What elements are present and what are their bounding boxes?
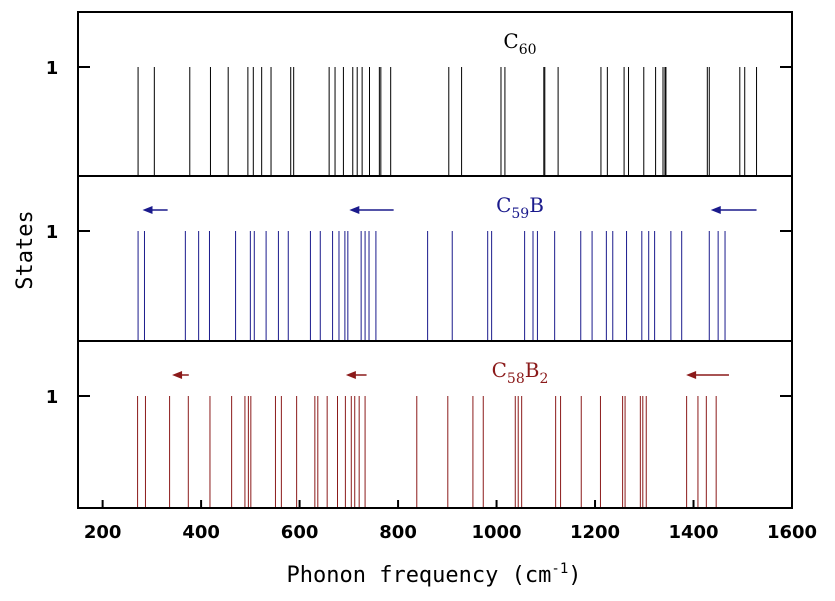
x-tick-label-400: 400	[182, 522, 220, 543]
panel-label-part-3-2: 58	[507, 371, 525, 387]
shift-arrow-head-3-1	[172, 371, 183, 379]
x-tick-label-1400: 1400	[668, 522, 718, 543]
panel-label-part-1-2: 60	[519, 42, 537, 58]
y-axis-label: States	[13, 210, 38, 289]
panel-frame-3	[77, 340, 793, 509]
x-tick-label-600: 600	[281, 522, 319, 543]
panel-label-part-2-2: 59	[511, 206, 529, 222]
y-tick-label-1: 1	[46, 58, 59, 79]
x-tick-label-1200: 1200	[570, 522, 620, 543]
panel-1: 1 C60	[46, 11, 793, 177]
x-tick-label-200: 200	[84, 522, 122, 543]
shift-arrow-3-2	[345, 371, 367, 379]
x-axis: 200 400 600 800 1000 1200 1400 1600	[84, 500, 817, 543]
panel-frame-1	[77, 11, 793, 177]
shift-arrow-head-3-2	[345, 371, 356, 379]
shift-arrow-head-2-1	[142, 206, 153, 214]
panel-label-part-3-3: B	[525, 358, 540, 382]
shift-arrow-head-2-3	[710, 206, 721, 214]
y-tick-label-2: 1	[46, 222, 59, 243]
panel-label-3: C58B2	[492, 358, 549, 387]
panel-label-part-1-1: C	[503, 29, 518, 53]
shift-arrow-head-2-2	[349, 206, 360, 214]
panel-label-part-3-4: 2	[539, 371, 548, 387]
panel-3: 1 C58B2	[46, 340, 793, 509]
shift-arrow-3-3	[686, 371, 729, 379]
panel-label-part-2-3: B	[529, 193, 544, 217]
panel-label-part-2-1: C	[496, 193, 511, 217]
panel-label-2: C59B	[496, 193, 544, 222]
x-axis-label-close: )	[568, 563, 581, 588]
x-axis-label: Phonon frequency (cm-1)	[286, 561, 581, 588]
panel-label-1: C60	[503, 29, 536, 58]
shift-arrow-3-1	[172, 371, 189, 379]
x-tick-label-1600: 1600	[767, 522, 817, 543]
shift-arrow-head-3-3	[686, 371, 697, 379]
y-tick-label-3: 1	[46, 387, 59, 408]
x-axis-label-text: Phonon frequency (cm	[286, 563, 551, 588]
x-tick-label-800: 800	[379, 522, 417, 543]
shift-arrow-2-2	[349, 206, 394, 214]
panel-2: 1 C59B	[46, 175, 793, 342]
shift-arrow-2-1	[142, 206, 168, 214]
panel-label-part-3-1: C	[492, 358, 507, 382]
x-tick-label-1000: 1000	[471, 522, 521, 543]
x-axis-label-sup: -1	[551, 561, 568, 577]
shift-arrow-2-3	[710, 206, 757, 214]
